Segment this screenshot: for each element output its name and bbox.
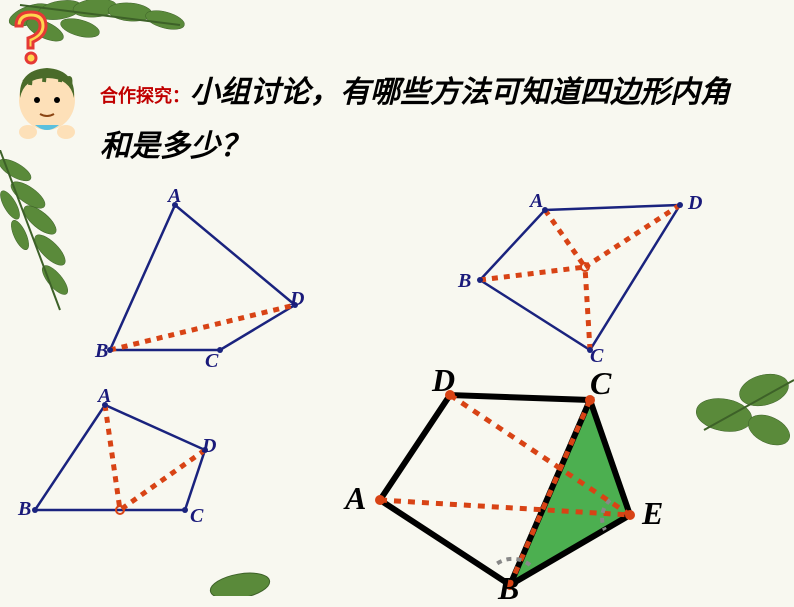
label-4-D: D: [432, 362, 455, 399]
label-1-A: A: [168, 185, 181, 208]
label-1-D: D: [290, 288, 304, 311]
label-4-A: A: [345, 480, 366, 517]
diagram-quad-2: [460, 190, 710, 370]
prefix-text: 合作探究：: [100, 86, 190, 106]
label-3-B: B: [18, 498, 31, 521]
diagram-quad-4: [340, 370, 680, 596]
diagram-quad-1: [90, 190, 320, 370]
label-4-C: C: [590, 365, 611, 402]
label-3-C: C: [190, 505, 203, 528]
question-mark-icon: [8, 8, 54, 66]
label-1-B: B: [95, 340, 108, 363]
leaf-bottom-left: [200, 556, 280, 596]
thinking-child-icon: [10, 60, 85, 145]
label-2-D: D: [688, 192, 702, 215]
label-2-A: A: [530, 190, 543, 213]
label-3-A: A: [98, 385, 111, 408]
question-text: 小组讨论，有哪些方法可知道四边形内角和是多少？: [100, 76, 730, 163]
label-2-B: B: [458, 270, 471, 293]
label-4-B: B: [498, 570, 519, 607]
leaf-mid-left: [0, 150, 100, 330]
question-title: 合作探究：小组讨论，有哪些方法可知道四边形内角和是多少？: [100, 66, 750, 174]
label-1-C: C: [205, 350, 218, 373]
label-4-E: E: [642, 495, 663, 532]
label-3-D: D: [202, 435, 216, 458]
